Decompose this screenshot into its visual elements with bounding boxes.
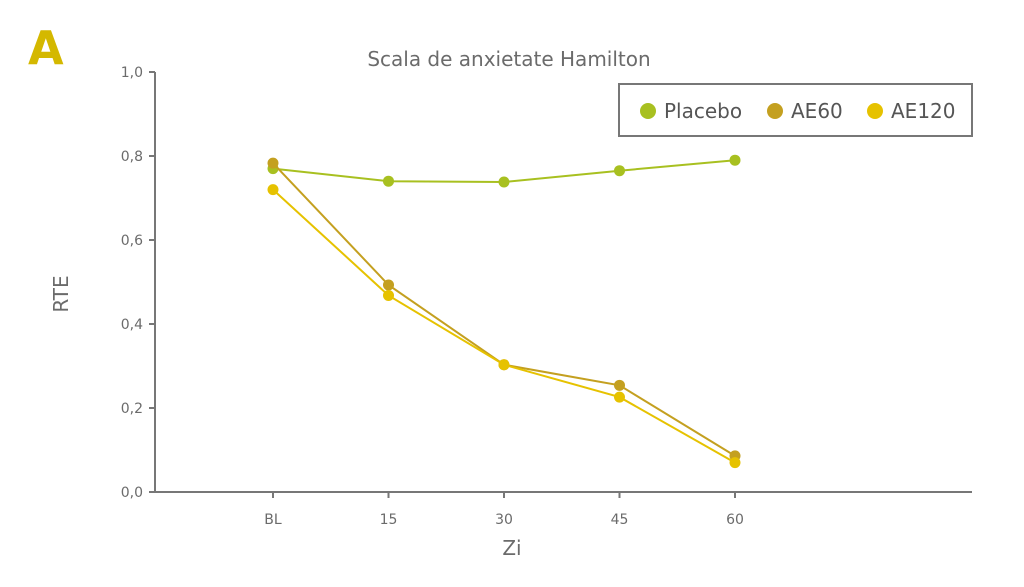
- series-placebo: [267, 154, 741, 188]
- legend: Placebo AE60 AE120: [618, 83, 973, 137]
- data-point: [267, 184, 279, 196]
- data-point: [267, 157, 279, 169]
- series-ae120: [267, 184, 741, 469]
- data-point: [614, 391, 625, 403]
- y-tick-label: 1,0: [121, 65, 143, 81]
- x-tick-label: BL: [264, 512, 282, 528]
- legend-label: AE120: [891, 99, 956, 123]
- data-point: [614, 165, 625, 177]
- x-tick-label: 30: [495, 512, 513, 528]
- y-tick-label: 0,0: [121, 485, 143, 501]
- series-layer: [267, 154, 741, 469]
- y-tick-label: 0,4: [121, 317, 143, 333]
- data-point: [383, 175, 394, 187]
- panel-label: A: [28, 21, 64, 75]
- legend-label: AE60: [791, 99, 843, 123]
- y-tick-label: 0,2: [121, 401, 143, 417]
- legend-box: [618, 83, 973, 137]
- chart-title: Scala de anxietate Hamilton: [367, 47, 650, 71]
- y-ticks: 0,0 0,2 0,4 0,6 0,8 1,0: [121, 65, 155, 501]
- legend-marker: [767, 103, 783, 119]
- series-line: [272, 162, 736, 457]
- series-line: [272, 188, 736, 464]
- x-tick-label: 60: [726, 512, 744, 528]
- legend-marker: [867, 103, 883, 119]
- series-ae60: [267, 157, 741, 462]
- data-point: [729, 457, 741, 469]
- x-tick-label: 15: [380, 512, 398, 528]
- legend-label: Placebo: [664, 99, 742, 123]
- data-point: [498, 359, 510, 371]
- y-tick-label: 0,8: [121, 149, 143, 165]
- x-ticks: BL 15 30 45 60: [264, 492, 744, 528]
- data-point: [383, 279, 394, 291]
- legend-marker: [640, 103, 656, 119]
- x-tick-label: 45: [611, 512, 629, 528]
- data-point: [614, 379, 625, 391]
- data-point: [498, 176, 510, 188]
- y-tick-label: 0,6: [121, 233, 143, 249]
- y-axis-label: RTE: [49, 275, 73, 312]
- data-point: [729, 154, 741, 166]
- x-axis-label: Zi: [502, 536, 521, 560]
- data-point: [383, 289, 394, 301]
